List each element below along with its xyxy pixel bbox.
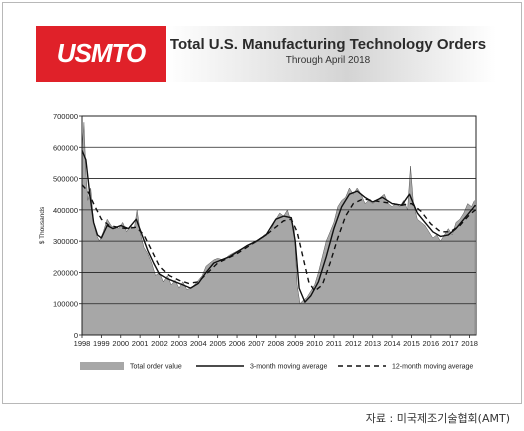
title-banner bbox=[166, 26, 496, 82]
x-tick-label: 2011 bbox=[326, 339, 342, 348]
chart-title: Total U.S. Manufacturing Technology Orde… bbox=[169, 36, 487, 53]
series-3-month-moving-average-line bbox=[81, 150, 476, 303]
y-tick-label: 100000 bbox=[53, 300, 78, 309]
y-tick-label: 200000 bbox=[53, 268, 78, 277]
logo-text: USMTO bbox=[56, 38, 146, 68]
x-tick-label: 2007 bbox=[248, 339, 265, 348]
y-tick-label: 600000 bbox=[53, 143, 78, 152]
x-tick-label: 2009 bbox=[287, 339, 304, 348]
chart-subtitle: Through April 2018 bbox=[285, 55, 371, 66]
y-tick-label: 700000 bbox=[53, 112, 78, 121]
legend-label-12-month: 12-month moving average bbox=[392, 364, 473, 371]
x-tick-label: 2006 bbox=[229, 339, 246, 348]
x-tick-label: 2008 bbox=[267, 339, 284, 348]
plot-area: 0 100000 200000 300000 400000 500000 600000 700… bbox=[39, 112, 478, 348]
x-tick-label: 2015 bbox=[403, 339, 420, 348]
y-tick-label: 400000 bbox=[53, 206, 78, 215]
legend-swatch-total-order-value bbox=[80, 362, 124, 370]
x-tick-label: 2018 bbox=[461, 339, 478, 348]
x-tick-label: 2001 bbox=[132, 339, 149, 348]
y-tick-label: 300000 bbox=[53, 237, 78, 246]
x-tick-label: 2010 bbox=[306, 339, 323, 348]
series-12-month-moving-average-line bbox=[81, 184, 476, 292]
x-tick-label: 2013 bbox=[364, 339, 381, 348]
x-tick-label: 2005 bbox=[209, 339, 226, 348]
legend-label-total-order-value: Total order value bbox=[130, 364, 182, 371]
x-tick-label: 2004 bbox=[190, 339, 207, 348]
usmto-logo: USMTO bbox=[36, 26, 166, 82]
legend-label-3-month: 3-month moving average bbox=[250, 364, 328, 371]
legend: Total order value 3-month moving average 1… bbox=[80, 362, 473, 371]
y-tick-label: 0 bbox=[74, 331, 78, 340]
x-tick-label: 1999 bbox=[93, 339, 110, 348]
x-tick-label: 2014 bbox=[384, 339, 401, 348]
x-tick-label: 2002 bbox=[151, 339, 168, 348]
plot-border bbox=[81, 115, 477, 336]
x-tick-label: 2017 bbox=[442, 339, 459, 348]
x-tick-label: 2012 bbox=[345, 339, 362, 348]
y-axis-label: $ Thousands bbox=[39, 206, 46, 244]
x-tick-label: 1998 bbox=[74, 339, 91, 348]
x-tick-label: 2003 bbox=[171, 339, 188, 348]
x-tick-label: 2000 bbox=[112, 339, 129, 348]
source-note: 자료 : 미국제조기술협회(AMT) bbox=[365, 412, 510, 425]
x-tick-label: 2016 bbox=[423, 339, 440, 348]
y-tick-label: 500000 bbox=[53, 175, 78, 184]
